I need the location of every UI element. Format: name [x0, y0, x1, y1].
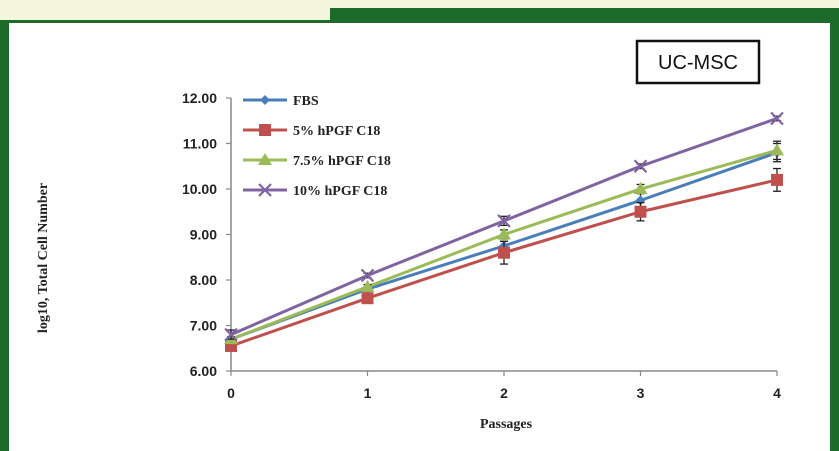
legend-label: 7.5% hPGF C18	[293, 154, 391, 169]
y-tick-label: 8.00	[190, 272, 217, 288]
legend-label: 5% hPGF C18	[293, 124, 380, 139]
data-point	[497, 227, 511, 240]
y-tick-label: 7.00	[190, 318, 217, 334]
series-marks	[224, 111, 784, 352]
legend-marker	[259, 124, 271, 136]
data-point	[770, 111, 784, 126]
data-point	[633, 159, 648, 174]
x-tick-label: 1	[364, 385, 372, 401]
chart-panel: UC-MSC 6.00 7.00 8.00 9.00 10.00 11.00 12.00 0 1…	[9, 23, 830, 451]
data-point	[497, 214, 511, 228]
figure-frame: UC-MSC 6.00 7.00 8.00 9.00 10.00 11.00 12.00 0 1…	[0, 8, 839, 451]
badge-label: UC-MSC	[658, 52, 738, 74]
axes: 6.00 7.00 8.00 9.00 10.00 11.00 12.00 0 1 2 3 4	[182, 90, 781, 401]
x-axis-title: Passages	[480, 417, 533, 432]
frame-tab	[0, 8, 330, 20]
data-point	[224, 327, 238, 342]
y-tick-label: 12.00	[182, 90, 217, 106]
legend-label: FBS	[293, 94, 319, 109]
y-tick-label: 6.00	[190, 363, 217, 379]
data-point	[771, 173, 783, 186]
chart-badge: UC-MSC	[635, 39, 761, 85]
y-tick-label: 9.00	[190, 227, 217, 243]
data-point	[360, 279, 375, 292]
data-point	[361, 292, 374, 305]
legend-marker	[258, 153, 272, 165]
legend-marker	[258, 183, 272, 197]
x-tick-label: 3	[637, 385, 645, 401]
y-axis-title: log10, Total Cell Number	[36, 183, 51, 333]
x-tick-label: 4	[773, 385, 781, 401]
data-point	[634, 205, 647, 218]
legend-marker	[260, 95, 270, 105]
data-point	[498, 246, 510, 259]
data-point	[360, 268, 375, 283]
legend: FBS 5% hPGF C18 7.5% hPGF C18 10% hPGF C18	[243, 94, 391, 199]
y-tick-label: 11.00	[183, 136, 217, 152]
data-point	[633, 182, 648, 194]
legend-label: 10% hPGF C18	[293, 184, 387, 199]
x-tick-label: 2	[500, 385, 508, 401]
x-tick-label: 0	[227, 385, 235, 401]
data-point	[770, 143, 784, 156]
y-tick-label: 10.00	[182, 181, 217, 197]
series-line	[230, 117, 778, 336]
line-chart: UC-MSC 6.00 7.00 8.00 9.00 10.00 11.00 12.00 0 1…	[36, 39, 784, 432]
